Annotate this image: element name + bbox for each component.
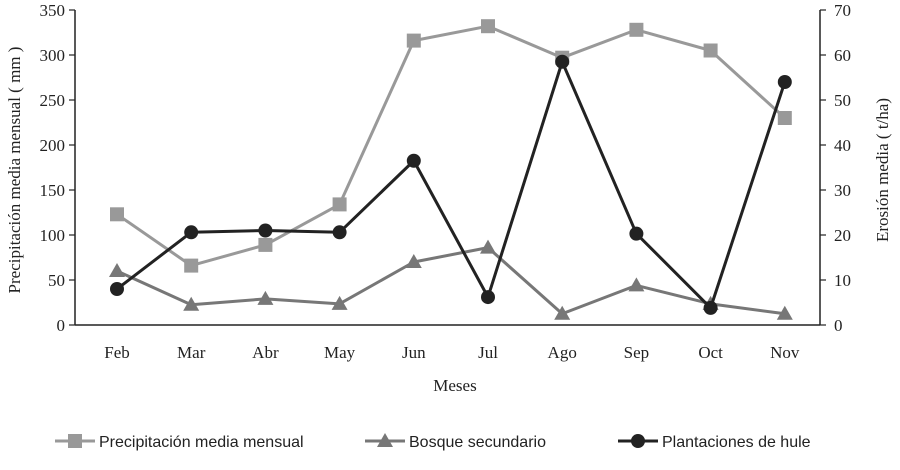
data-point xyxy=(481,290,495,305)
y-axis-left-title: Precipitación media mensual ( mm ) xyxy=(5,47,24,294)
x-tick-label: Ago xyxy=(548,343,577,362)
legend-item: Plantaciones de hule xyxy=(618,434,811,451)
legend: Precipitación media mensual Bosque secund… xyxy=(55,433,811,451)
data-point xyxy=(776,305,793,320)
y-right-tick-label: 60 xyxy=(834,46,851,65)
data-point xyxy=(109,263,125,277)
y-right-tick-label: 50 xyxy=(834,91,851,110)
data-point xyxy=(628,277,645,292)
series-line xyxy=(116,60,787,310)
x-tick-label: Oct xyxy=(698,343,723,362)
y-right-tick-label: 20 xyxy=(834,226,851,245)
y-left-tick-label: 200 xyxy=(40,136,66,155)
x-tick-label: Sep xyxy=(624,343,650,362)
x-tick-label: May xyxy=(324,343,356,362)
y-left-tick-label: 250 xyxy=(40,91,66,110)
series-line xyxy=(116,246,785,316)
data-point xyxy=(480,239,496,254)
x-tick-label: Jun xyxy=(402,343,426,362)
x-tick-label: Nov xyxy=(770,343,800,362)
data-point xyxy=(257,290,274,305)
data-point xyxy=(554,305,571,320)
data-point xyxy=(332,197,347,212)
data-point xyxy=(629,22,644,37)
legend-item: Bosque secundario xyxy=(365,433,546,451)
data-point xyxy=(777,75,792,89)
x-tick-label: Jul xyxy=(478,343,498,362)
data-point xyxy=(183,296,200,311)
data-point xyxy=(331,295,348,310)
data-point xyxy=(405,254,422,268)
y-right-tick-label: 10 xyxy=(834,271,851,290)
y-left-tick-label: 150 xyxy=(40,181,66,200)
x-tick-label: Mar xyxy=(177,343,206,362)
series-3 xyxy=(110,54,792,315)
y-left-tick-label: 50 xyxy=(48,271,65,290)
x-axis-title: Meses xyxy=(433,376,476,395)
data-point xyxy=(481,19,495,34)
y-left-tick-label: 0 xyxy=(57,316,66,335)
data-point xyxy=(555,54,570,69)
x-tick-label: Feb xyxy=(104,343,130,362)
legend-item: Precipitación media mensual xyxy=(55,434,304,451)
data-point xyxy=(629,226,644,241)
y-left-tick-label: 350 xyxy=(40,1,66,20)
data-point xyxy=(406,33,421,48)
series-line xyxy=(116,24,786,268)
legend-label: Bosque secundario xyxy=(409,434,546,451)
data-point xyxy=(406,153,421,168)
y-right-tick-label: 70 xyxy=(834,1,851,20)
y-right-tick-label: 0 xyxy=(834,316,843,335)
data-point xyxy=(332,225,347,240)
data-point xyxy=(110,282,124,296)
legend-marker xyxy=(377,433,393,447)
x-tick-label: Abr xyxy=(252,343,279,362)
y-right-tick-label: 40 xyxy=(834,136,851,155)
legend-label: Plantaciones de hule xyxy=(662,434,811,451)
data-point xyxy=(258,223,273,238)
data-point xyxy=(184,258,199,273)
series-layer xyxy=(109,19,793,320)
data-point xyxy=(703,43,718,58)
y-axis-right-title: Erosión media ( t/ha) xyxy=(873,98,892,242)
y-right-tick-label: 30 xyxy=(834,181,851,200)
data-point xyxy=(703,300,718,315)
y-left-tick-label: 100 xyxy=(40,226,66,245)
data-point xyxy=(110,207,124,222)
legend-label: Precipitación media mensual xyxy=(99,434,304,451)
data-point xyxy=(184,225,199,240)
legend-marker xyxy=(68,434,82,448)
y-left-tick-label: 300 xyxy=(40,46,66,65)
data-point xyxy=(777,111,792,125)
series-2 xyxy=(109,239,793,320)
series-1 xyxy=(110,19,792,273)
legend-marker xyxy=(631,434,645,448)
axes: 0 50 100 150 200 250 300 350 0 10 20 30 40 50 60 70 Feb M… xyxy=(40,1,852,362)
data-point xyxy=(258,237,273,252)
